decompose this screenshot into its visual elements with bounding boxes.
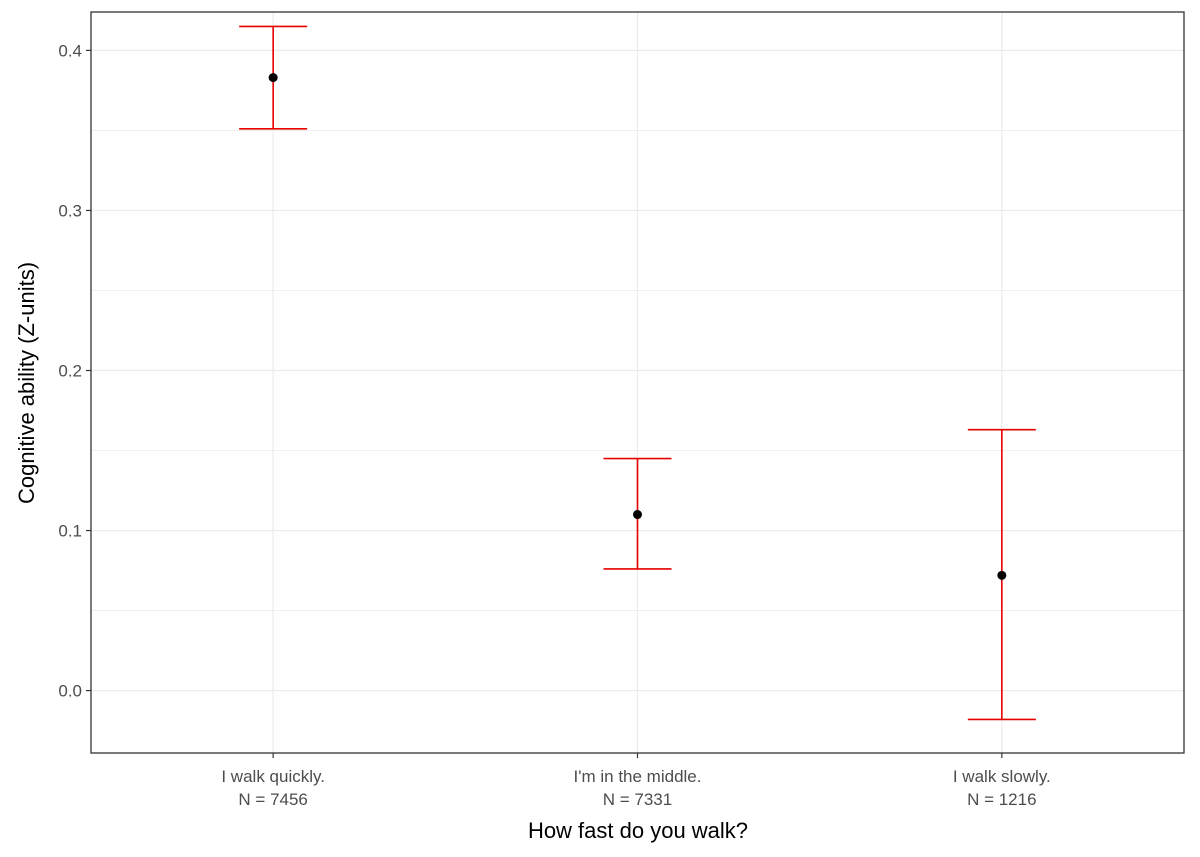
data-point: [997, 570, 1007, 580]
x-tick-n-label: N = 1216: [967, 790, 1036, 809]
tick-layer: [86, 49, 1003, 758]
x-tick-label: I'm in the middle.: [574, 767, 702, 786]
grid-layer: [91, 12, 1184, 753]
y-tick-label: 0.0: [58, 682, 82, 701]
label-layer: 0.0 0.1 0.2 0.3 0.4 I walk quickly. N = 7456 I'…: [58, 41, 1050, 809]
y-tick-label: 0.4: [58, 41, 82, 60]
y-tick-label: 0.3: [58, 201, 82, 220]
x-tick-n-label: N = 7456: [238, 790, 307, 809]
x-axis-title: How fast do you walk?: [528, 818, 748, 843]
data-point: [633, 510, 642, 520]
data-point: [268, 73, 278, 83]
point-layer: [268, 73, 1007, 580]
y-axis-title: Cognitive ability (Z-units): [14, 262, 39, 504]
x-tick-label: I walk slowly.: [953, 767, 1051, 786]
y-tick-label: 0.2: [58, 361, 82, 380]
x-tick-n-label: N = 7331: [603, 790, 672, 809]
x-tick-label: I walk quickly.: [221, 767, 325, 786]
y-tick-label: 0.1: [58, 522, 82, 541]
